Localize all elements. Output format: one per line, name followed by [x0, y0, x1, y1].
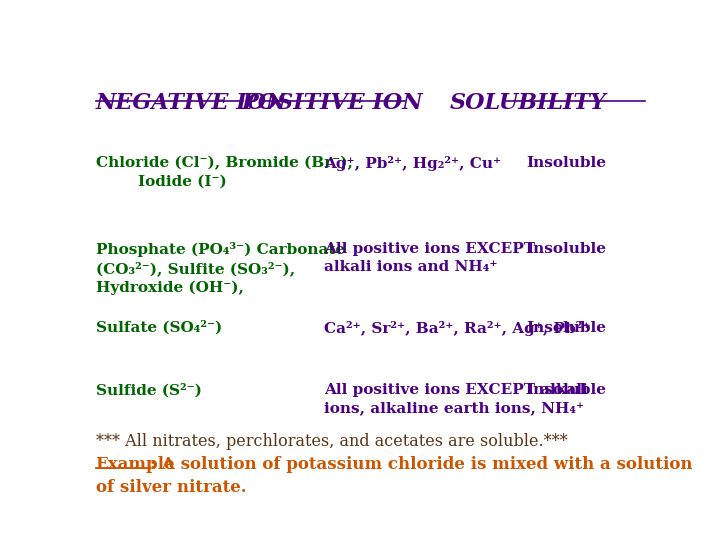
Text: POSITIVE ION: POSITIVE ION	[242, 92, 423, 114]
Text: *** All nitrates, perchlorates, and acetates are soluble.***: *** All nitrates, perchlorates, and acet…	[96, 433, 567, 450]
Text: Example: Example	[96, 456, 175, 474]
Text: Ag⁺, Pb²⁺, Hg₂²⁺, Cu⁺: Ag⁺, Pb²⁺, Hg₂²⁺, Cu⁺	[324, 156, 502, 171]
Text: Sulfate (SO₄²⁻): Sulfate (SO₄²⁻)	[96, 321, 222, 335]
Text: Ca²⁺, Sr²⁺, Ba²⁺, Ra²⁺, Ag⁺, Pb²⁺: Ca²⁺, Sr²⁺, Ba²⁺, Ra²⁺, Ag⁺, Pb²⁺	[324, 321, 590, 335]
Text: Insoluble: Insoluble	[526, 156, 606, 170]
Text: Phosphate (PO₄³⁻) Carbonate
(CO₃²⁻), Sulfite (SO₃²⁻),
Hydroxide (OH⁻),: Phosphate (PO₄³⁻) Carbonate (CO₃²⁻), Sul…	[96, 241, 345, 295]
Text: Chloride (Cl⁻), Bromide (Br⁻),
        Iodide (I⁻): Chloride (Cl⁻), Bromide (Br⁻), Iodide (I…	[96, 156, 353, 189]
Text: of silver nitrate.: of silver nitrate.	[96, 480, 246, 496]
Text: All positive ions EXCEPT
alkali ions and NH₄⁺: All positive ions EXCEPT alkali ions and…	[324, 241, 536, 274]
Text: Insoluble: Insoluble	[526, 321, 606, 334]
Text: Insoluble: Insoluble	[526, 383, 606, 397]
Text: Sulfide (S²⁻): Sulfide (S²⁻)	[96, 383, 202, 397]
Text: NEGATIVE ION: NEGATIVE ION	[96, 92, 287, 114]
Text: All positive ions EXCEPT alkali
ions, alkaline earth ions, NH₄⁺: All positive ions EXCEPT alkali ions, al…	[324, 383, 588, 415]
Text: : A solution of potassium chloride is mixed with a solution: : A solution of potassium chloride is mi…	[150, 456, 693, 474]
Text: Insoluble: Insoluble	[526, 241, 606, 255]
Text: SOLUBILITY: SOLUBILITY	[449, 92, 606, 114]
